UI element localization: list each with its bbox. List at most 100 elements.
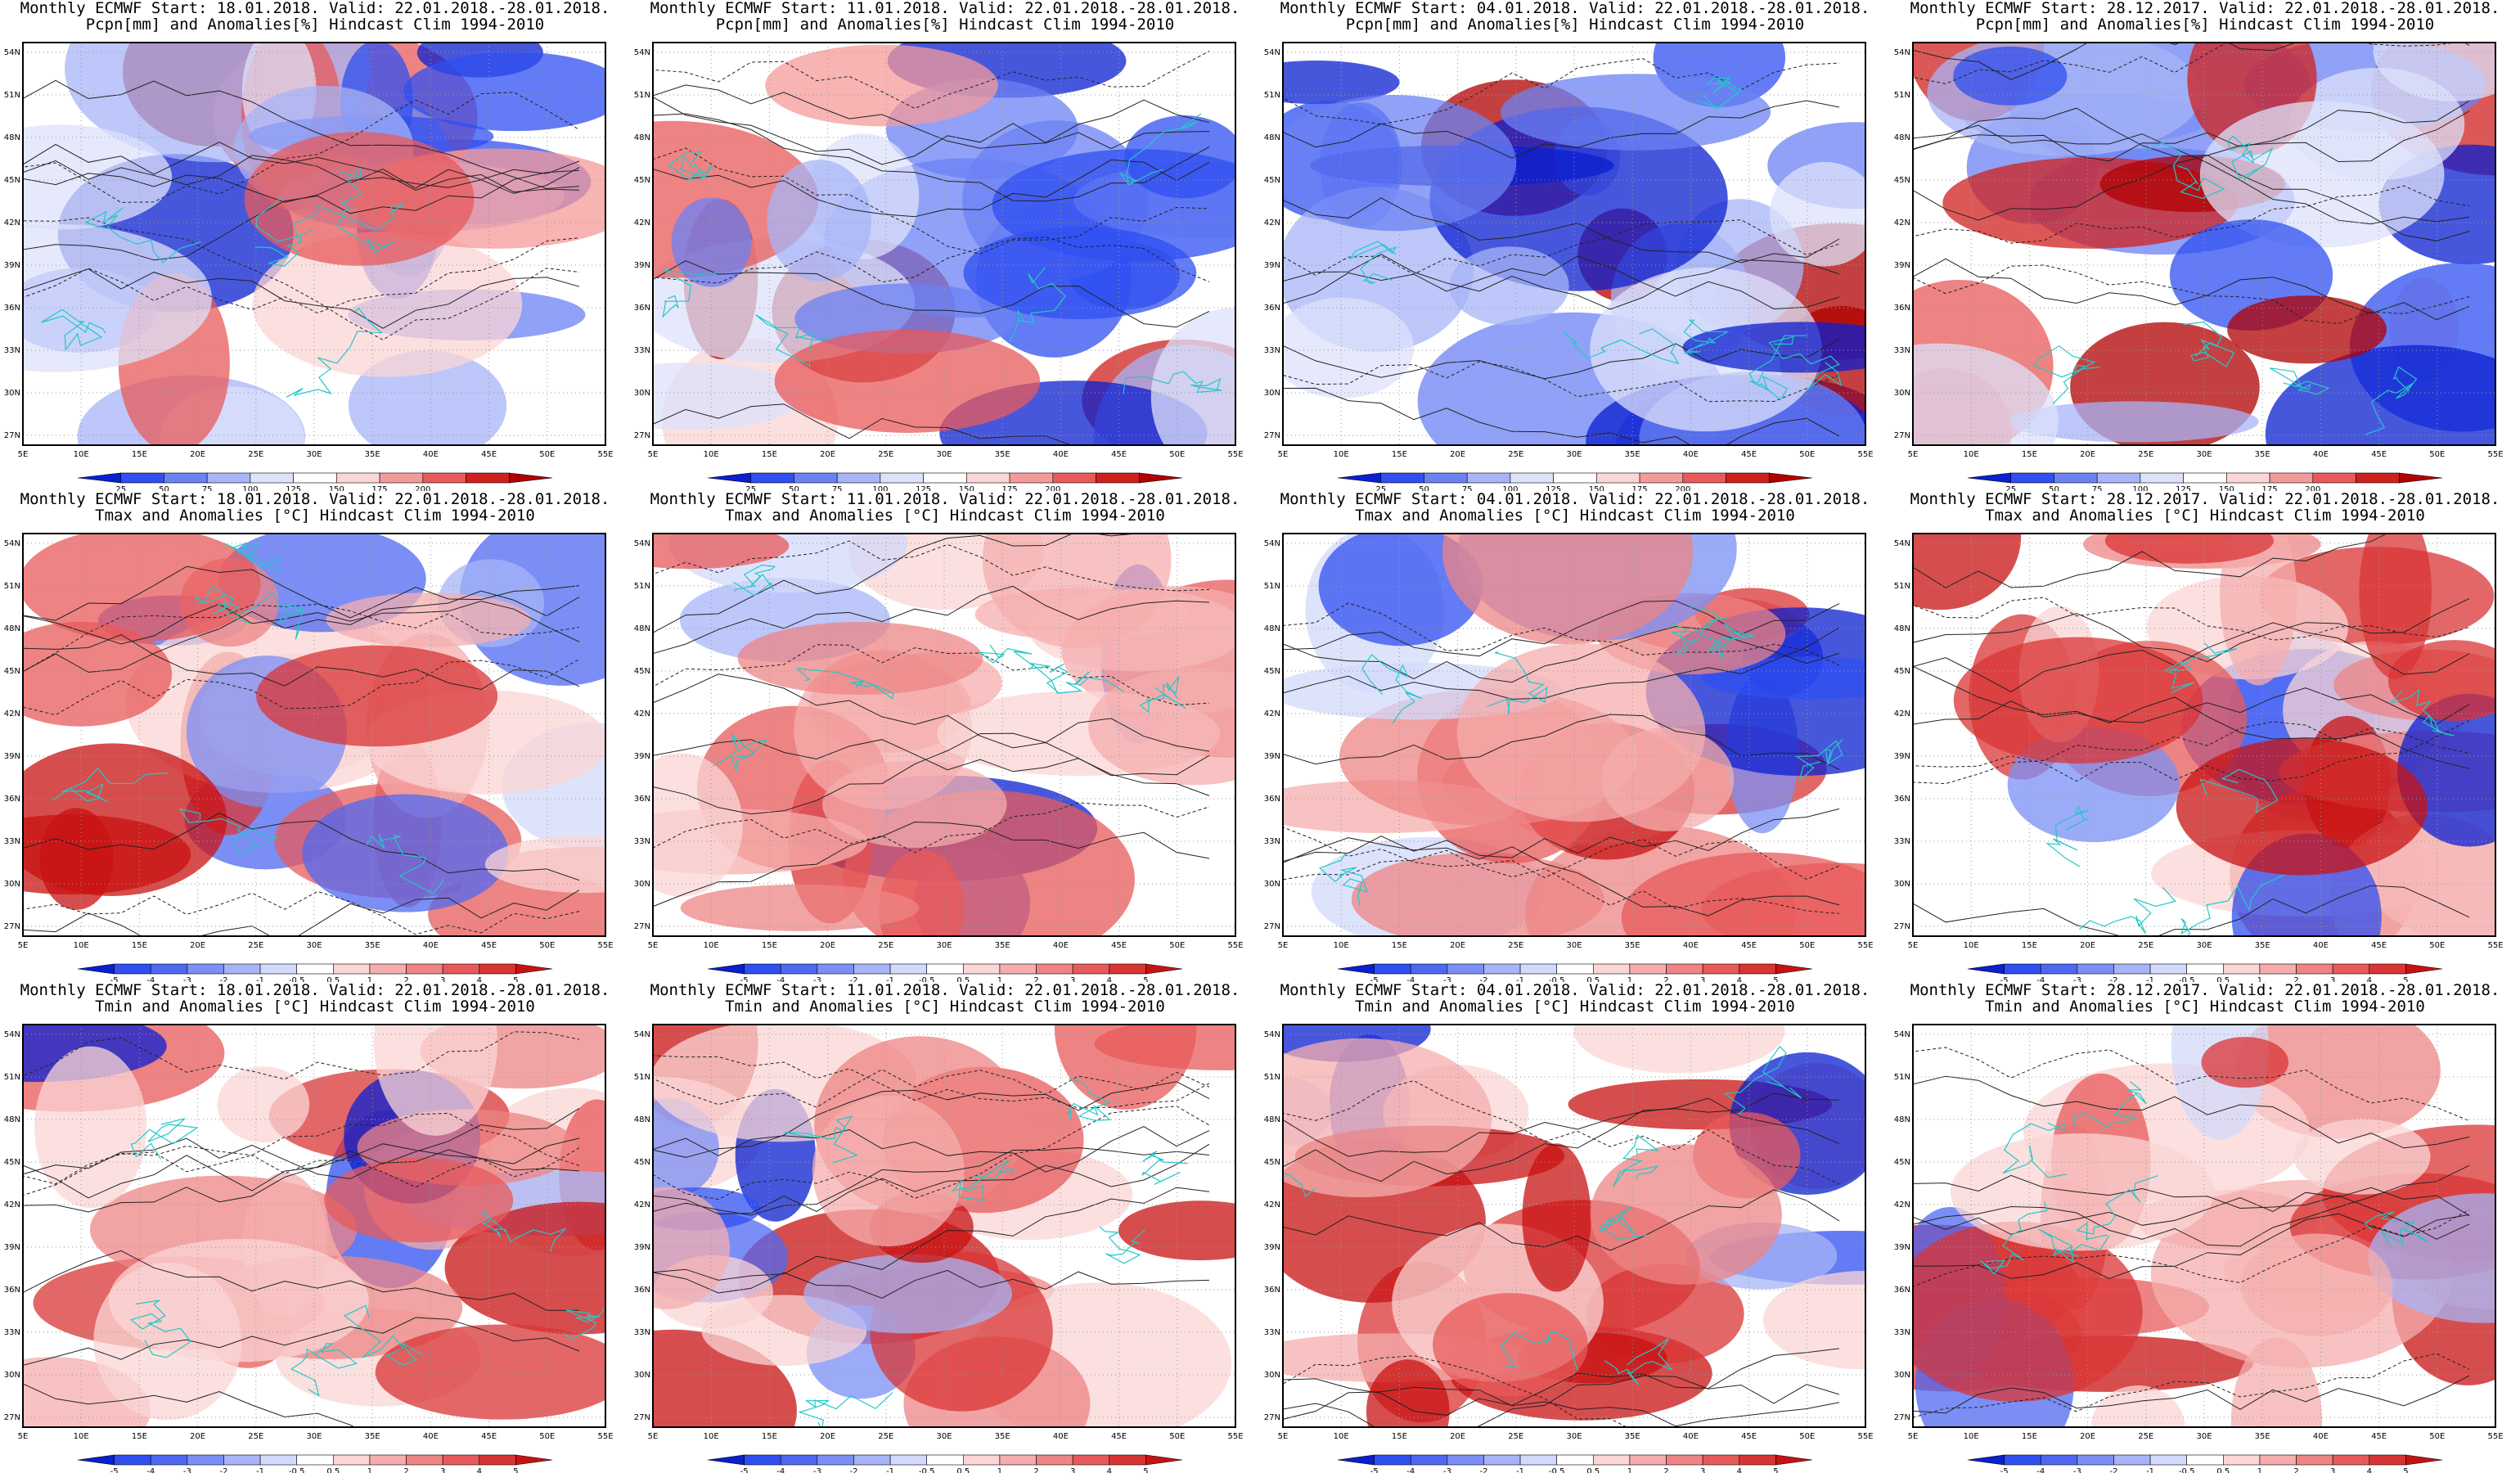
- lat-tick-label: 30N: [1894, 880, 1910, 889]
- colorbar-label: -4: [776, 1467, 785, 1473]
- panel-title-line2: Tmax and Anomalies [°C] Hindcast Clim 19…: [1355, 507, 1795, 525]
- lon-tick-label: 10E: [74, 941, 89, 950]
- colorbar-label: 1: [367, 1467, 372, 1473]
- lat-tick-label: 42N: [1264, 218, 1280, 227]
- lon-tick-label: 10E: [704, 450, 719, 459]
- lon-tick-label: 50E: [539, 1432, 555, 1441]
- panel-title-line1: Monthly ECMWF Start: 11.01.2018. Valid: …: [650, 0, 1240, 17]
- lon-tick-label: 25E: [248, 941, 263, 950]
- lon-tick-label: 40E: [2313, 1432, 2329, 1441]
- lat-tick-label: 45N: [1264, 1158, 1280, 1167]
- forecast-panel: Monthly ECMWF Start: 04.01.2018. Valid: …: [1260, 491, 1890, 982]
- anomaly-map: 5E 10E 15E 20E 25E 30E 35E 40E 45E 50E 55E 54N 51N 48…: [1894, 42, 2504, 491]
- lat-tick-label: 51N: [634, 91, 650, 100]
- colorbar-label: -1: [2146, 1467, 2154, 1473]
- lat-tick-label: 48N: [634, 624, 650, 633]
- lon-tick-label: 5E: [1908, 941, 1919, 950]
- lat-tick-label: 45N: [634, 667, 650, 676]
- lat-tick-label: 39N: [1894, 1243, 1910, 1252]
- anomaly-field: [653, 1025, 1235, 1427]
- lon-tick-label: 30E: [2196, 1432, 2212, 1441]
- lon-tick-label: 15E: [132, 450, 147, 459]
- lon-tick-label: 30E: [306, 450, 322, 459]
- lon-tick-label: 5E: [1908, 1432, 1919, 1441]
- lat-tick-label: 33N: [1894, 346, 1910, 355]
- colorbar-label: -3: [813, 1467, 821, 1473]
- colorbar-label: 3: [1700, 1467, 1705, 1473]
- lon-tick-label: 35E: [995, 450, 1010, 459]
- colorbar-label: -0.5: [919, 976, 935, 982]
- lon-tick-label: 50E: [1799, 450, 1815, 459]
- lat-tick-label: 45N: [1894, 176, 1910, 185]
- lon-tick-label: 15E: [762, 941, 777, 950]
- lon-tick-label: 5E: [18, 1432, 29, 1441]
- colorbar-label: 25: [745, 485, 756, 491]
- lon-tick-label: 10E: [704, 941, 719, 950]
- panel-title-line2: Pcpn[mm] and Anomalies[%] Hindcast Clim …: [715, 16, 1175, 34]
- colorbar-label: -3: [1443, 976, 1451, 982]
- lat-tick-label: 33N: [634, 837, 650, 846]
- colorbar-label: 5: [513, 976, 518, 982]
- lat-tick-label: 54N: [4, 1030, 20, 1039]
- lon-tick-label: 5E: [648, 450, 659, 459]
- lon-tick-label: 25E: [2138, 1432, 2153, 1441]
- colorbar-label: 2: [2293, 976, 2298, 982]
- lon-tick-label: 25E: [2138, 941, 2153, 950]
- colorbar-label: 3: [1070, 1467, 1075, 1473]
- forecast-panel: Monthly ECMWF Start: 11.01.2018. Valid: …: [630, 982, 1260, 1473]
- colorbar-label: 4: [477, 1467, 482, 1473]
- colorbar-label: 150: [329, 485, 344, 491]
- lon-tick-label: 20E: [820, 450, 835, 459]
- panel-title-line1: Monthly ECMWF Start: 18.01.2018. Valid: …: [20, 0, 610, 17]
- colorbar-label: 5: [1143, 1467, 1148, 1473]
- lat-tick-label: 33N: [1264, 346, 1280, 355]
- colorbar: 25 50 75 100 125 150 175 200: [1337, 472, 1813, 491]
- anomaly-field: [23, 1025, 605, 1427]
- lon-tick-label: 45E: [2371, 450, 2387, 459]
- forecast-panel: Monthly ECMWF Start: 18.01.2018. Valid: …: [0, 0, 630, 491]
- lat-tick-label: 48N: [1264, 1115, 1280, 1124]
- lat-tick-label: 54N: [4, 48, 20, 57]
- colorbar-label: 0.5: [326, 1467, 340, 1473]
- colorbar-label: -4: [1406, 1467, 1415, 1473]
- colorbar-label: 1: [2257, 976, 2262, 982]
- lat-tick-label: 42N: [1894, 709, 1910, 718]
- lon-tick-label: 35E: [365, 450, 380, 459]
- lat-tick-label: 39N: [4, 1243, 20, 1252]
- anomaly-map: 5E 10E 15E 20E 25E 30E 35E 40E 45E 50E 55E 54N 51N 48…: [634, 42, 1244, 491]
- colorbar-label: -4: [2036, 976, 2045, 982]
- colorbar-label: 2: [403, 976, 408, 982]
- lon-tick-label: 20E: [190, 1432, 205, 1441]
- colorbar: -5 -4 -3 -2 -1 -0.5 0.5 1 2 3 4 5: [77, 963, 553, 982]
- lat-tick-label: 33N: [4, 1328, 20, 1337]
- lon-tick-label: 40E: [1683, 450, 1699, 459]
- lon-tick-label: 50E: [2429, 941, 2445, 950]
- lat-tick-label: 45N: [634, 176, 650, 185]
- lon-tick-label: 15E: [762, 1432, 777, 1441]
- anomaly-map: 5E 10E 15E 20E 25E 30E 35E 40E 45E 50E 55E 54N 51N 48…: [634, 533, 1244, 982]
- lon-tick-label: 35E: [365, 1432, 380, 1441]
- forecast-panel: Monthly ECMWF Start: 04.01.2018. Valid: …: [1260, 982, 1890, 1473]
- colorbar-label: -1: [886, 976, 894, 982]
- colorbar-label: 1: [367, 976, 372, 982]
- lat-tick-label: 42N: [1264, 1200, 1280, 1209]
- anomaly-map: 5E 10E 15E 20E 25E 30E 35E 40E 45E 50E 55E 54N 51N 48…: [4, 533, 614, 982]
- lat-tick-label: 33N: [4, 346, 20, 355]
- lat-tick-label: 30N: [1264, 880, 1280, 889]
- colorbar-label: 5: [2403, 976, 2408, 982]
- lat-tick-label: 36N: [1264, 795, 1280, 804]
- lon-tick-label: 40E: [1053, 1432, 1069, 1441]
- lat-tick-label: 39N: [1894, 752, 1910, 761]
- lat-tick-label: 51N: [634, 1073, 650, 1082]
- colorbar-label: -4: [146, 976, 155, 982]
- lon-tick-label: 20E: [820, 1432, 835, 1441]
- lat-tick-label: 30N: [1894, 1371, 1910, 1380]
- lon-tick-label: 20E: [1450, 941, 1465, 950]
- lon-tick-label: 55E: [2487, 941, 2503, 950]
- lon-tick-label: 25E: [878, 450, 893, 459]
- anomaly-map: 5E 10E 15E 20E 25E 30E 35E 40E 45E 50E 55E 54N 51N 48…: [1264, 42, 1874, 491]
- panel-title-line1: Monthly ECMWF Start: 28.12.2017. Valid: …: [1910, 490, 2500, 508]
- lon-tick-label: 35E: [1625, 450, 1640, 459]
- lon-tick-label: 30E: [306, 941, 322, 950]
- lon-tick-label: 40E: [423, 450, 439, 459]
